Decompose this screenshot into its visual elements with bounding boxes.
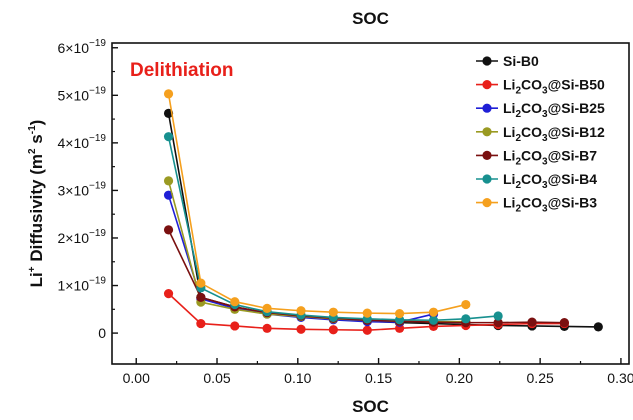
data-point [493,318,503,328]
series-li2co3-si-b3 [163,89,471,319]
data-point [559,318,569,328]
y-axis-label: Li+ Diffusivity (m2 s-1) [27,120,46,288]
plot-border [111,42,630,365]
x-tick-label: 0.30 [607,370,633,386]
x-tick-label: 0.25 [527,370,554,386]
x-tick-label: 0.15 [365,370,392,386]
data-point [163,225,174,235]
data-point [296,324,306,334]
legend-marker [482,127,492,137]
chart-title: SOC [352,9,389,28]
data-point [230,297,240,307]
data-point [230,321,240,331]
data-point [394,308,405,319]
series-li2co3-si-b12 [163,176,471,327]
legend-marker [482,198,492,208]
y-axis: 0 1×10−19 2×10−19 3×10−19 4×10−19 5×10−19 6×10… [57,38,118,341]
legend-item: Si-B0 [476,53,539,69]
x-tick-label: 0.20 [446,370,473,386]
delithiation-annotation: Delithiation [130,60,233,81]
plot-frame [111,42,630,365]
legend-label: Li2CO3@Si-B4 [503,171,597,191]
legend-item: Li2CO3@Si-B3 [476,195,597,215]
data-point [163,132,174,142]
data-point [196,318,206,329]
data-point [428,315,439,325]
data-point [593,322,603,332]
y-tick-label: 1×10−19 [57,276,106,294]
y-tick-label: 0 [98,325,106,341]
x-axis-label: SOC [352,397,389,416]
series-li2co3-si-b4 [163,132,503,325]
y-tick-label: 3×10−19 [57,180,106,198]
data-point [362,325,372,335]
x-tick-label: 0.05 [203,370,230,386]
data-point [163,190,174,200]
data-point [328,307,338,317]
data-point [328,325,338,335]
legend-label: Li2CO3@Si-B50 [503,77,605,97]
y-tick-label: 4×10−19 [57,133,106,151]
legend-label: Li2CO3@Si-B12 [503,124,605,144]
data-point [196,292,206,303]
series-layer [163,89,603,335]
y-tick-label: 5×10−19 [57,85,106,103]
data-point [262,303,272,313]
legend-label: Li2CO3@Si-B7 [503,147,597,167]
x-axis: 0.00 0.05 0.10 0.15 0.20 0.25 0.30 [123,358,633,386]
x-tick-label: 0.00 [123,370,150,386]
data-point [493,311,503,321]
legend-item: Li2CO3@Si-B7 [476,147,597,167]
data-point [461,314,471,324]
series-line [167,113,599,328]
data-point [428,307,439,317]
legend-marker [482,174,492,184]
data-point [196,278,206,288]
data-point [362,308,372,318]
legend-marker [482,80,492,90]
data-point [163,89,174,99]
data-point [163,289,174,299]
legend-label: Li2CO3@Si-B25 [503,100,605,120]
legend-marker [482,56,492,66]
legend-item: Li2CO3@Si-B50 [476,77,605,97]
data-point [163,176,174,186]
legend-item: Li2CO3@Si-B25 [476,100,605,120]
legend-label: Si-B0 [503,53,539,69]
data-point [461,299,471,310]
legend-marker [482,150,492,160]
y-tick-label: 2×10−19 [57,228,106,246]
legend-label: Li2CO3@Si-B3 [503,195,597,215]
series-line [167,93,467,315]
legend-item: Li2CO3@Si-B4 [476,171,597,191]
legend-marker [482,103,492,113]
x-tick-label: 0.10 [284,370,311,386]
legend: Si-B0 Li2CO3@Si-B50 Li2CO3@Si-B25 Li2CO3@Si… [476,53,605,215]
data-point [262,323,272,333]
data-point [527,317,537,327]
y-tick-label: 6×10−19 [57,38,106,56]
legend-item: Li2CO3@Si-B12 [476,124,605,144]
data-point [296,306,306,316]
